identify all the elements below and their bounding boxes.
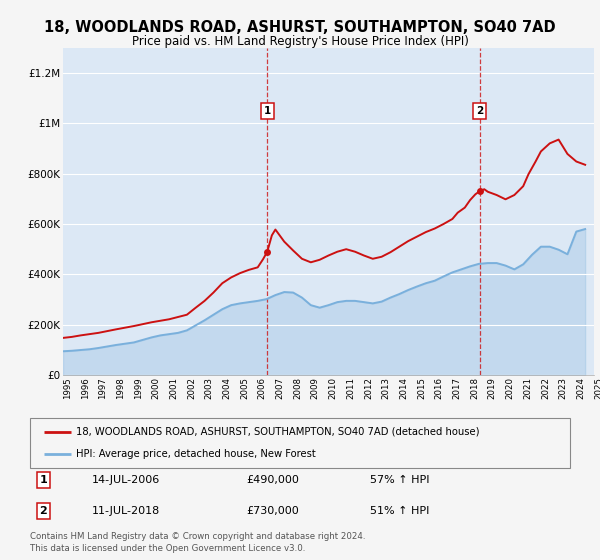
Text: 2005: 2005 (240, 377, 249, 399)
Text: 1998: 1998 (116, 377, 125, 399)
Text: 2004: 2004 (222, 377, 232, 399)
Text: 2015: 2015 (417, 377, 426, 399)
Text: 18, WOODLANDS ROAD, ASHURST, SOUTHAMPTON, SO40 7AD (detached house): 18, WOODLANDS ROAD, ASHURST, SOUTHAMPTON… (76, 427, 479, 437)
Text: 57% ↑ HPI: 57% ↑ HPI (370, 475, 430, 485)
Text: 2021: 2021 (523, 377, 532, 399)
Text: 2006: 2006 (258, 377, 266, 399)
Text: 2008: 2008 (293, 377, 302, 399)
Text: 2000: 2000 (151, 377, 161, 399)
Text: 2024: 2024 (576, 377, 586, 399)
Text: 14-JUL-2006: 14-JUL-2006 (92, 475, 160, 485)
Text: 2022: 2022 (541, 377, 550, 399)
Text: 2: 2 (476, 106, 483, 115)
Text: 2003: 2003 (205, 377, 214, 399)
Text: 2012: 2012 (364, 377, 373, 399)
Text: 2023: 2023 (559, 377, 568, 399)
Text: 2017: 2017 (452, 377, 461, 399)
Text: 2014: 2014 (400, 377, 409, 399)
Text: 18, WOODLANDS ROAD, ASHURST, SOUTHAMPTON, SO40 7AD: 18, WOODLANDS ROAD, ASHURST, SOUTHAMPTON… (44, 20, 556, 35)
Text: HPI: Average price, detached house, New Forest: HPI: Average price, detached house, New … (76, 449, 316, 459)
Text: 2020: 2020 (505, 377, 515, 399)
Text: 1997: 1997 (98, 377, 107, 399)
Text: Contains HM Land Registry data © Crown copyright and database right 2024.
This d: Contains HM Land Registry data © Crown c… (30, 533, 365, 553)
Text: 2013: 2013 (382, 377, 391, 399)
Text: £490,000: £490,000 (246, 475, 299, 485)
Text: 2010: 2010 (329, 377, 337, 399)
Text: 2011: 2011 (346, 377, 355, 399)
Text: 1996: 1996 (80, 377, 90, 399)
Text: 1: 1 (263, 106, 271, 115)
Text: 2018: 2018 (470, 377, 479, 399)
Text: 2007: 2007 (275, 377, 284, 399)
Text: 2: 2 (40, 506, 47, 516)
Text: 2009: 2009 (311, 377, 320, 399)
Text: Price paid vs. HM Land Registry's House Price Index (HPI): Price paid vs. HM Land Registry's House … (131, 35, 469, 48)
Text: 2002: 2002 (187, 377, 196, 399)
Text: 1: 1 (40, 475, 47, 485)
Text: £730,000: £730,000 (246, 506, 299, 516)
Text: 2001: 2001 (169, 377, 178, 399)
Text: 51% ↑ HPI: 51% ↑ HPI (370, 506, 430, 516)
Text: 2016: 2016 (434, 377, 444, 399)
Text: 2025: 2025 (594, 377, 600, 399)
Text: 2019: 2019 (488, 377, 497, 399)
Text: 1999: 1999 (134, 377, 143, 399)
Text: 11-JUL-2018: 11-JUL-2018 (92, 506, 160, 516)
Text: 1995: 1995 (63, 377, 72, 399)
